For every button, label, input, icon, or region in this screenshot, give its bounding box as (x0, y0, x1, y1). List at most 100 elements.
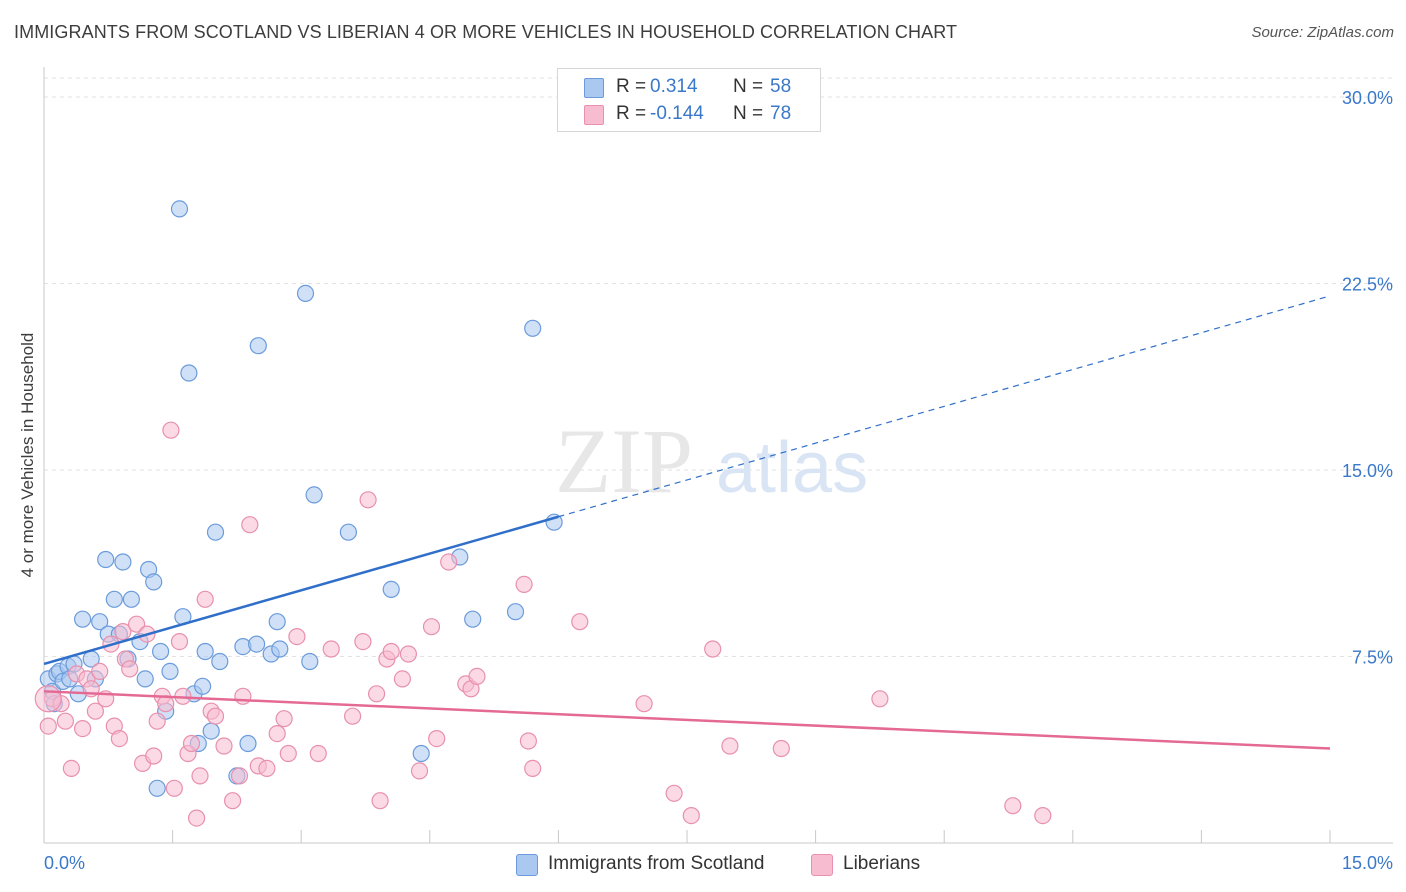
data-point (215, 737, 233, 755)
data-point (161, 662, 179, 681)
data-point (152, 642, 170, 661)
data-point (571, 613, 589, 631)
data-point (354, 632, 372, 651)
data-point (148, 779, 166, 797)
data-point (145, 573, 163, 591)
data-point (665, 784, 683, 802)
data-point (73, 610, 92, 628)
data-point (279, 744, 297, 763)
data-point (194, 677, 212, 695)
data-point (268, 724, 286, 743)
data-point (188, 809, 206, 827)
data-point (468, 667, 486, 686)
data-point (202, 722, 220, 740)
data-point (91, 613, 109, 631)
data-point (359, 491, 377, 509)
watermark: ZIP atlas (555, 410, 868, 512)
data-point (412, 744, 430, 763)
data-point (239, 734, 257, 753)
data-point (309, 744, 327, 763)
data-point (180, 364, 198, 382)
data-point (73, 719, 92, 738)
data-point (464, 610, 482, 628)
data-point (271, 640, 289, 658)
data-point (105, 590, 123, 608)
data-point (721, 737, 739, 755)
data-point (110, 729, 129, 748)
data-point (86, 702, 105, 720)
data-point-cluster (34, 685, 62, 713)
data-point (399, 645, 417, 663)
data-point (382, 580, 400, 599)
data-point (191, 767, 209, 785)
data-point (165, 779, 183, 797)
data-point (234, 687, 252, 705)
legend-swatch-scotland (516, 854, 538, 876)
data-point (249, 337, 267, 355)
data-point (56, 712, 75, 730)
data-point (1004, 797, 1022, 815)
data-point (682, 806, 700, 825)
data-point (128, 615, 146, 633)
y-tick-label: 22.5% (1342, 275, 1393, 295)
data-point (322, 640, 340, 658)
data-point (145, 747, 163, 765)
data-point (410, 762, 429, 780)
r-value: 0.314 (650, 76, 698, 97)
legend-swatch-liberians (584, 105, 604, 125)
data-point (772, 739, 790, 758)
legend-swatch-scotland (584, 78, 604, 98)
data-point (519, 732, 538, 750)
legend-label-liberians: Liberians (843, 853, 921, 874)
legend-label-scotland: Immigrants from Scotland (548, 853, 765, 874)
axes (43, 67, 1393, 844)
source-label: Source: ZipAtlas.com (1251, 24, 1394, 41)
data-point (422, 618, 441, 636)
y-tick-label: 30.0% (1342, 88, 1393, 108)
data-point (301, 652, 319, 671)
data-point (1034, 806, 1052, 825)
r-label: R = (616, 103, 647, 124)
n-value: 78 (770, 103, 792, 124)
data-point (136, 670, 154, 688)
data-point (258, 759, 276, 778)
x-tick-label-max: 15.0% (1342, 853, 1393, 873)
data-point (288, 627, 306, 646)
r-label: R = (616, 76, 647, 97)
data-point (241, 516, 259, 534)
data-point (704, 640, 722, 658)
data-point (339, 523, 357, 541)
data-point (506, 603, 525, 621)
data-point (39, 717, 57, 735)
gridlines (44, 77, 1393, 657)
data-point (206, 523, 225, 541)
trend-line-liberians (43, 690, 1331, 750)
data-point (393, 670, 411, 688)
data-point (382, 642, 400, 661)
legend-swatch-liberians (811, 854, 833, 876)
x-tick-label-min: 0.0% (44, 853, 85, 873)
stats-legend: R = 0.314 N = 58 R = -0.144 N = 78 (557, 68, 821, 132)
data-point (196, 642, 214, 661)
data-point (182, 734, 201, 753)
data-point (871, 690, 889, 708)
data-point (97, 550, 115, 569)
trend-line-scotland-extension (558, 295, 1331, 518)
stats-row-scotland: R = 0.314 N = 58 (558, 74, 820, 100)
data-point (268, 613, 286, 631)
data-point (122, 590, 140, 608)
series-scotland-points (39, 200, 563, 797)
data-point (224, 792, 242, 810)
data-point (230, 767, 249, 785)
data-point (196, 590, 214, 608)
y-tick-label: 15.0% (1342, 461, 1393, 481)
data-point (296, 284, 315, 302)
r-value: -0.144 (650, 103, 704, 124)
data-point (170, 200, 189, 218)
data-point (344, 707, 362, 725)
data-point (248, 635, 266, 653)
trend-line-scotland (43, 515, 559, 666)
data-point (440, 553, 458, 571)
data-point (428, 729, 446, 748)
data-point (524, 759, 542, 778)
